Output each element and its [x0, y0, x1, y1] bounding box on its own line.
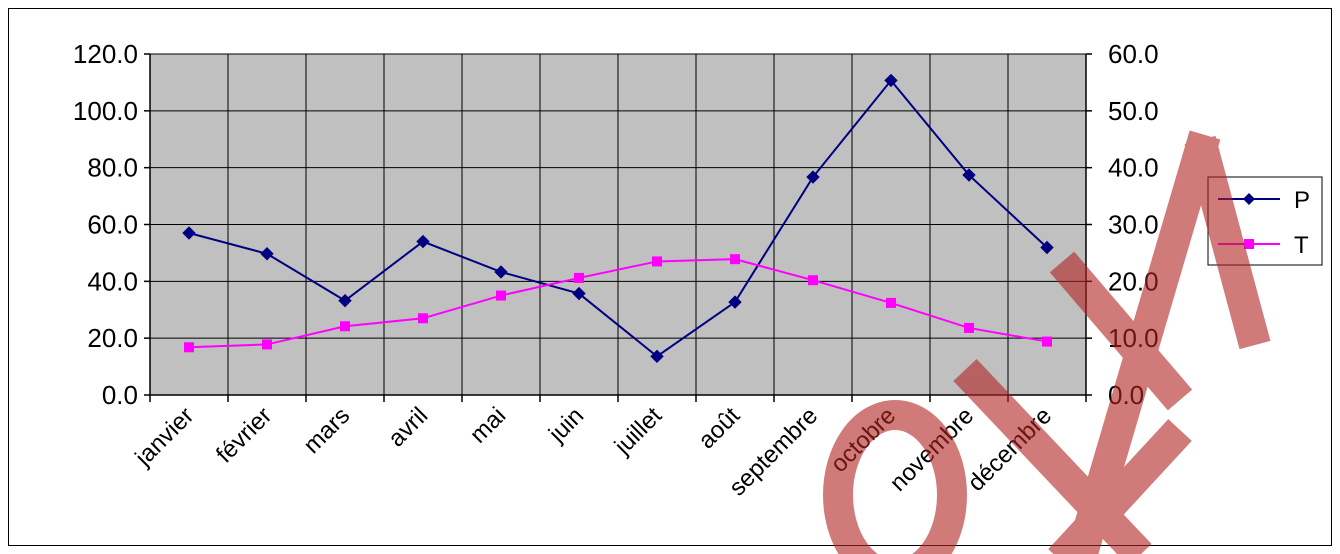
data-point-T: [964, 322, 974, 333]
data-point-T: [886, 297, 896, 308]
y-left-tick-label: 120.0: [73, 39, 138, 69]
legend-marker-P: [1243, 193, 1255, 205]
data-point-P: [494, 265, 508, 279]
data-point-T: [574, 272, 584, 283]
legend-label-P: P: [1294, 187, 1310, 214]
data-point-T: [340, 321, 350, 332]
data-point-T: [1042, 336, 1052, 347]
data-point-T: [730, 254, 740, 265]
data-point-P: [1040, 240, 1054, 255]
y-right-tick-label: 60.0: [1108, 39, 1159, 69]
data-point-T: [418, 313, 428, 324]
watermark-onf-logo: [823, 130, 1271, 554]
y-left-tick-label: 100.0: [73, 96, 138, 126]
x-category-label: février: [211, 402, 277, 468]
data-point-P: [182, 226, 196, 240]
data-point-P: [806, 170, 820, 184]
y-left-tick-label: 60.0: [87, 210, 138, 240]
watermark-letter-o: [823, 400, 967, 554]
y-left-tick-label: 80.0: [87, 153, 138, 183]
watermark-letter-f-top: [1184, 135, 1271, 350]
legend-label-T: T: [1294, 232, 1309, 259]
y-left-tick-label: 20.0: [87, 323, 138, 353]
x-category-label: juin: [543, 402, 589, 448]
x-category-label: avril: [383, 402, 433, 452]
data-point-P: [338, 293, 352, 308]
data-point-P: [962, 168, 976, 182]
data-point-T: [184, 342, 194, 353]
x-category-label: mars: [298, 402, 355, 459]
x-category-label: mai: [465, 402, 511, 448]
y-right-tick-label: 40.0: [1108, 153, 1159, 183]
y-right-tick-label: 50.0: [1108, 96, 1159, 126]
data-point-P: [416, 234, 430, 249]
x-category-label: juillet: [609, 402, 668, 461]
series-line-P: [188, 78, 1048, 358]
data-point-P: [884, 73, 898, 88]
data-point-P: [260, 247, 274, 261]
series-line-T: [188, 258, 1048, 349]
y-left-tick-label: 40.0: [87, 266, 138, 296]
x-category-label: janvier: [129, 402, 199, 472]
y-right-tick-label: 30.0: [1108, 210, 1159, 240]
data-point-T: [496, 290, 506, 301]
data-point-T: [652, 256, 662, 267]
data-point-P: [572, 286, 586, 301]
x-category-label: août: [693, 402, 745, 454]
data-point-T: [262, 339, 272, 350]
data-point-P: [728, 295, 742, 309]
y-left-tick-label: 0.0: [102, 380, 138, 410]
data-point-P: [650, 349, 664, 364]
data-point-T: [808, 275, 818, 286]
watermark-letter-f-mid: [1049, 251, 1193, 411]
legend-marker-T: [1244, 239, 1254, 249]
